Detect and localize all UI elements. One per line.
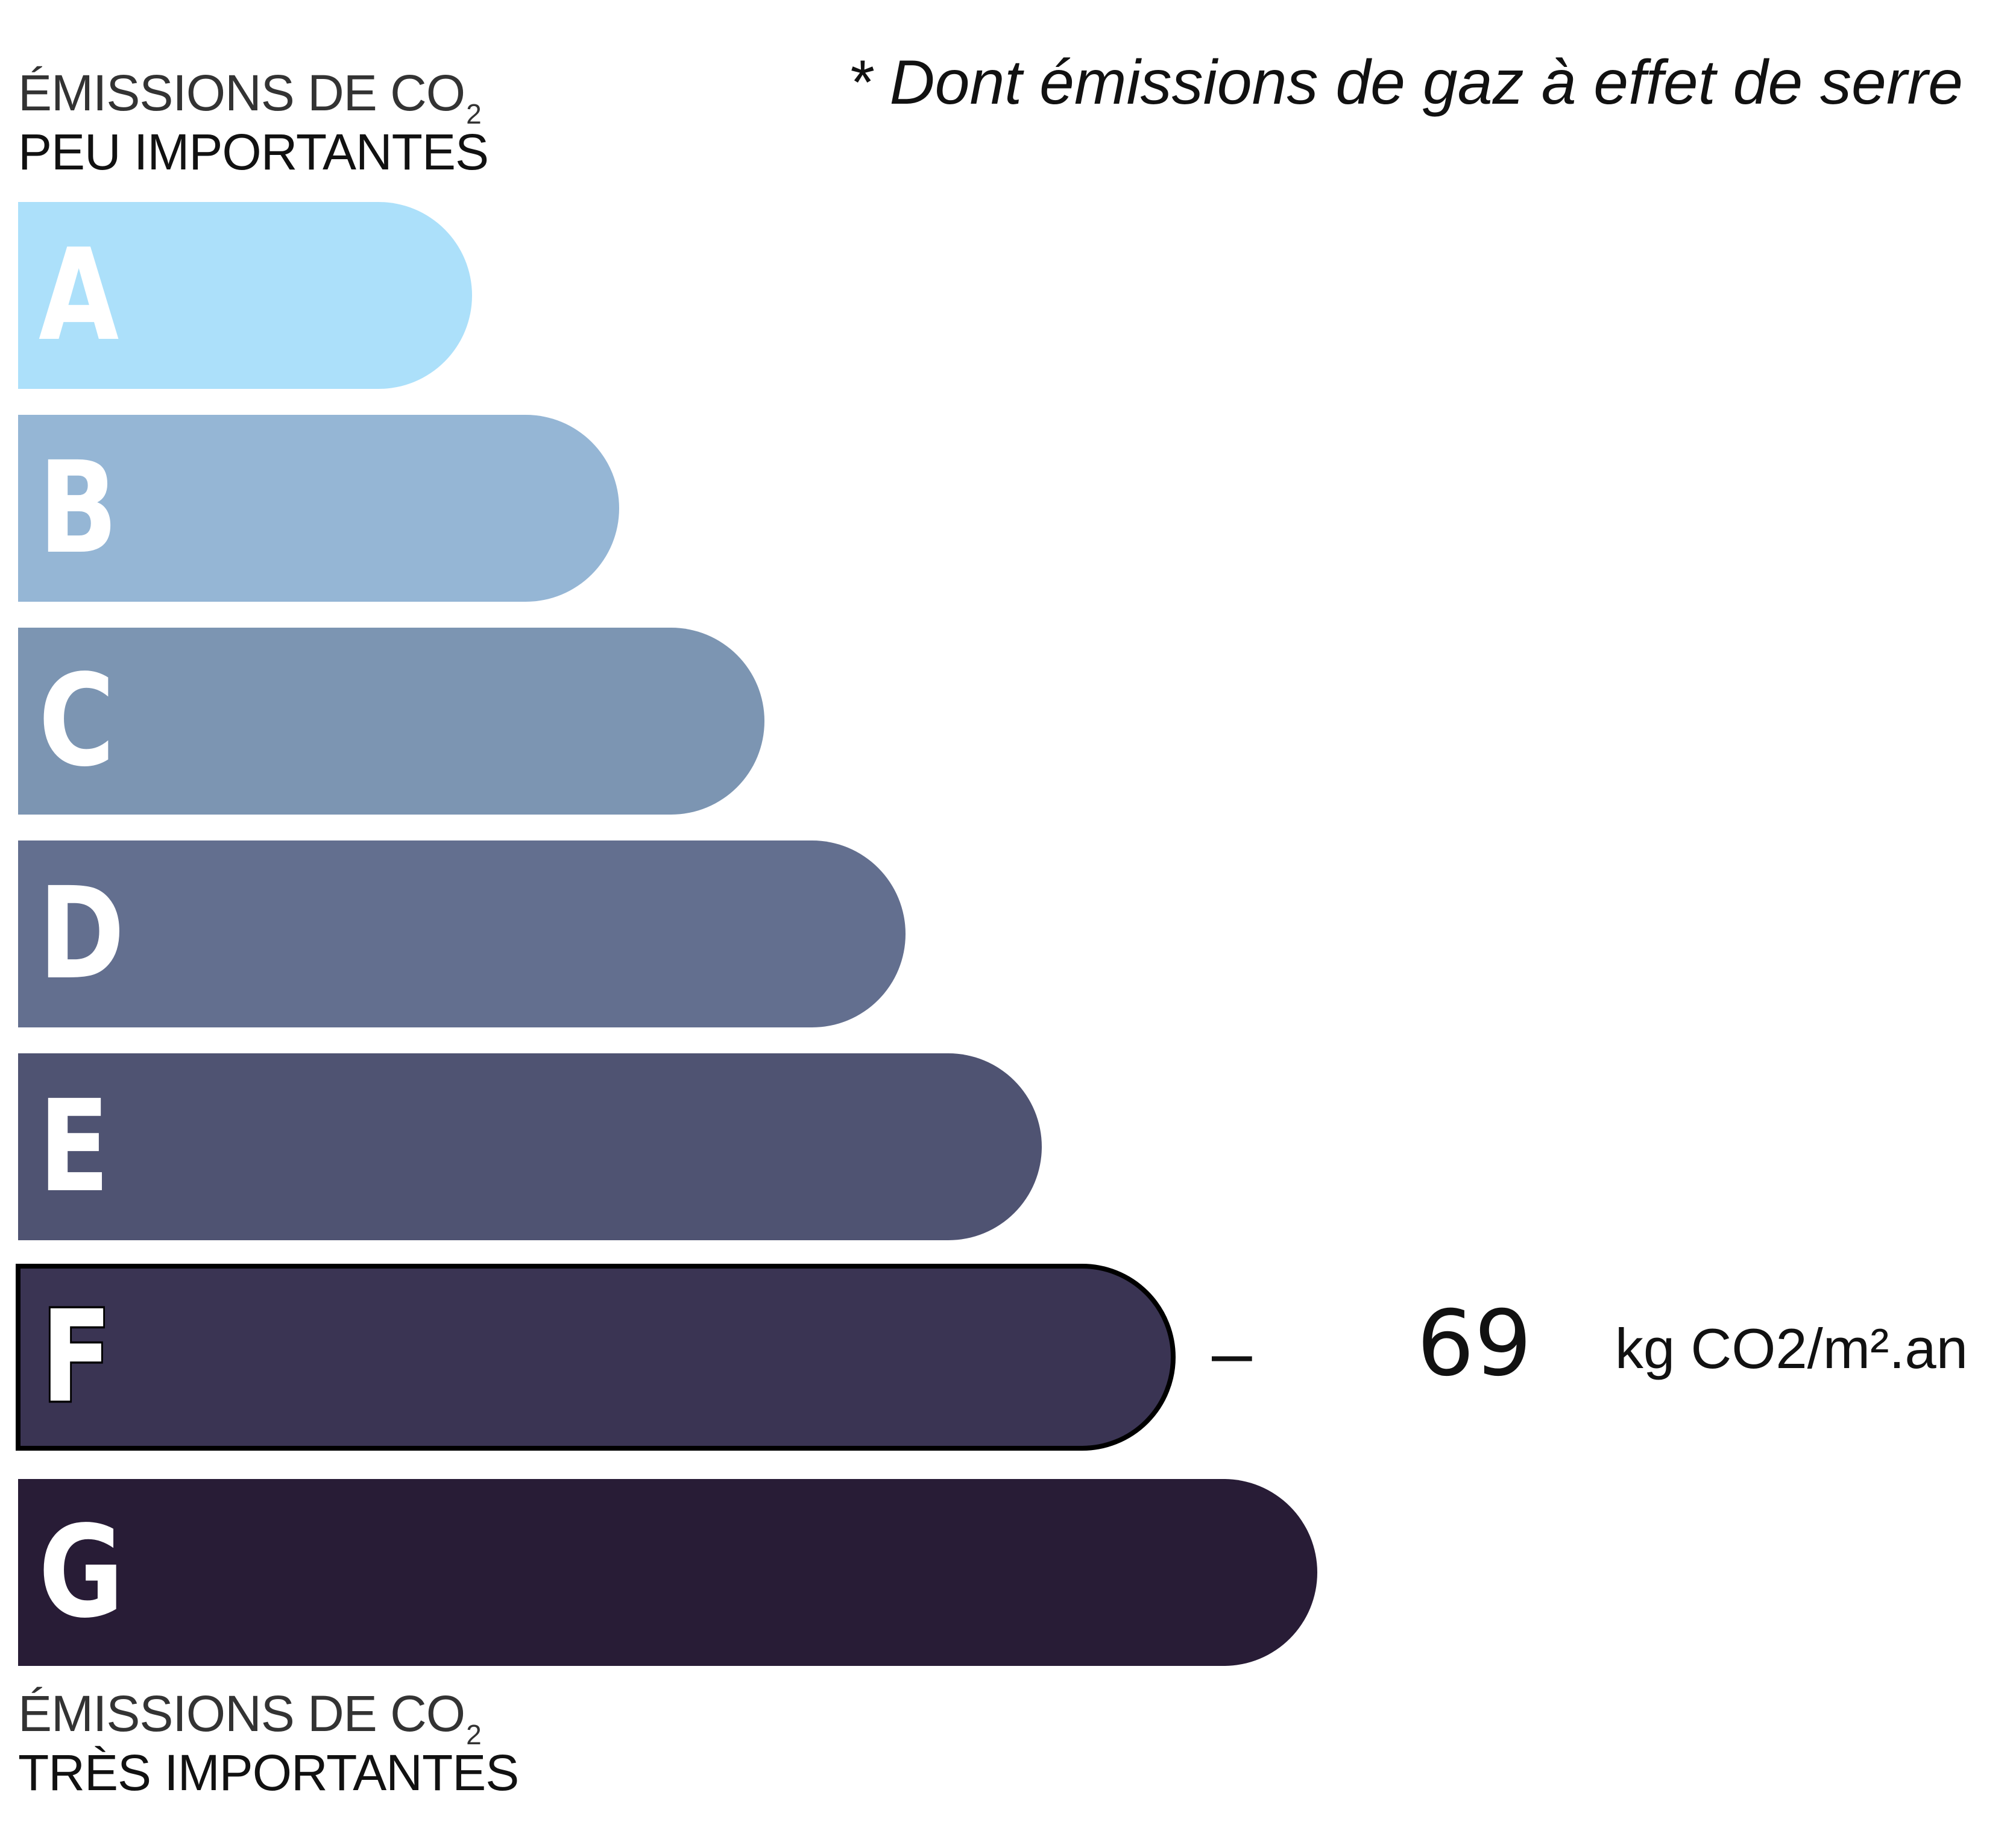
header-high-emissions-line2: TRÈS IMPORTANTES	[18, 1744, 519, 1801]
class-bar-a: A	[18, 202, 472, 389]
footnote: * Dont émissions de gaz à effet de serre	[848, 48, 1963, 118]
header-low-emissions-line1: ÉMISSIONS DE CO2	[18, 65, 482, 130]
class-letter-b: B	[39, 434, 118, 582]
class-letter-c: C	[39, 647, 115, 795]
class-letter-g: G	[39, 1498, 124, 1646]
header-low-emissions: ÉMISSIONS DE CO2 PEU IMPORTANTES	[18, 65, 489, 180]
header-high-emissions-line1: ÉMISSIONS DE CO2	[18, 1685, 482, 1750]
co2-subscript: 2	[466, 98, 482, 130]
header-low-emissions-line2: PEU IMPORTANTES	[18, 124, 489, 180]
emission-unit: kg CO2/m².an	[1615, 1317, 1968, 1380]
class-letter-e: E	[39, 1073, 110, 1220]
class-letter-d: D	[39, 860, 125, 1008]
header-high-emissions: ÉMISSIONS DE CO2 TRÈS IMPORTANTES	[18, 1685, 519, 1801]
class-bar-c: C	[18, 628, 764, 815]
class-bar-g: G	[18, 1479, 1317, 1666]
class-bar-d: D	[18, 840, 906, 1027]
value-dash: –	[1212, 1312, 1252, 1393]
class-bar-f: F	[16, 1264, 1176, 1451]
class-letter-a: A	[39, 221, 119, 369]
class-bar-b: B	[18, 415, 619, 602]
class-bar-e: E	[18, 1053, 1042, 1240]
class-letter-f: F	[39, 1283, 113, 1431]
co2-subscript: 2	[466, 1719, 482, 1750]
emission-value: 69	[1417, 1291, 1532, 1396]
